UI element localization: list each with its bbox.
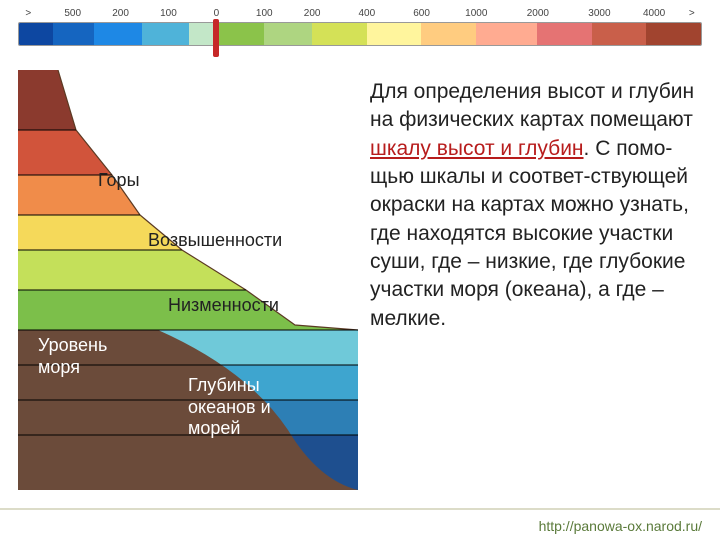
label-uplands: Возвышенности [148,230,282,252]
scale-segment [367,23,422,45]
scale-tick: > [25,8,31,19]
scale-tick: 200 [304,8,321,19]
scale-segment [421,23,476,45]
footer-url: http://panowa-ox.narod.ru/ [539,518,702,534]
scale-segment [476,23,537,45]
scale-tick: 2000 [527,8,549,19]
scale-segment [264,23,312,45]
scale-segment [19,23,53,45]
scale-gradient-bar [18,22,702,46]
para-highlight: шкалу высот и глубин [370,137,584,160]
scale-tick: 200 [112,8,129,19]
scale-segment [592,23,647,45]
elevation-cross-section-diagram: Горы Возвышенности Низменности Уровень м… [18,70,358,490]
label-sea-depths: Глубины океанов и морей [188,375,298,440]
scale-segment [94,23,142,45]
scale-tick: 100 [160,8,177,19]
elevation-color-scale: >50020010001002004006001000200030004000> [18,8,702,46]
scale-tick: > [689,8,695,19]
scale-tick: 0 [214,8,220,19]
scale-segment [312,23,367,45]
label-sea-level: Уровень моря [38,335,138,378]
scale-tick: 4000 [643,8,665,19]
label-mountains: Горы [98,170,140,192]
explanatory-paragraph: Для определения высот и глубин на физиче… [370,78,702,333]
scale-tick: 500 [64,8,81,19]
scale-segment [646,23,701,45]
zero-level-marker [213,19,219,57]
scale-tick: 100 [256,8,273,19]
scale-tick: 1000 [465,8,487,19]
scale-segment [142,23,190,45]
scale-tick: 400 [358,8,375,19]
scale-segment [53,23,94,45]
label-lowlands: Низменности [168,295,279,317]
scale-tick: 600 [413,8,430,19]
scale-tick: 3000 [588,8,610,19]
scale-tick-labels: >50020010001002004006001000200030004000> [18,8,702,22]
scale-segment [217,23,265,45]
para-post: . С помо-щью шкалы и соответ-ствующей ок… [370,137,689,330]
scale-segment [537,23,592,45]
para-pre: Для определения высот и глубин на физиче… [370,80,694,131]
